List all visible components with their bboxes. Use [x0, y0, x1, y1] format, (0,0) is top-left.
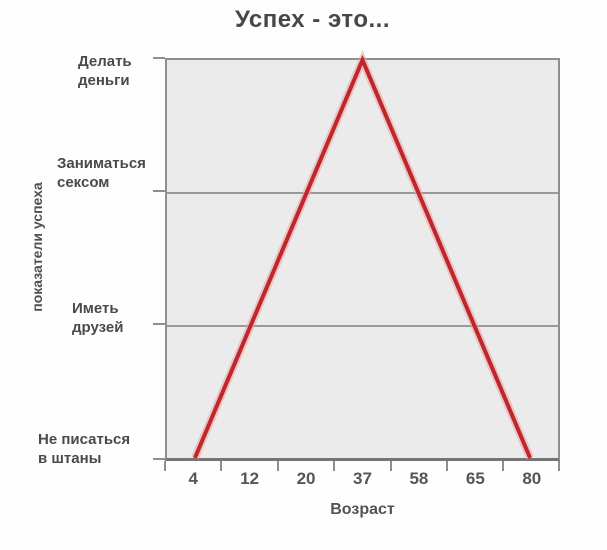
y-category-label-sex: Заниматься сексом	[57, 155, 146, 191]
y-axis-tick	[153, 190, 165, 192]
x-tick-labels: 4 12 20 37 58 65 80	[165, 469, 560, 491]
x-axis-tick	[277, 461, 279, 471]
x-axis-tick	[390, 461, 392, 471]
y-category-label-pants: Не писаться в штаны	[38, 431, 131, 467]
x-axis-tick	[220, 461, 222, 471]
y-category-label-friends: Иметь друзей	[72, 300, 124, 336]
y-axis-title: показатели успеха	[29, 182, 45, 312]
gridline	[167, 192, 558, 194]
x-tick-label: 58	[409, 469, 429, 488]
success-line-svg	[191, 49, 534, 460]
y-axis-tick	[153, 57, 165, 59]
x-axis-tick	[333, 461, 335, 471]
x-axis-tick	[446, 461, 448, 471]
y-axis-tick	[153, 458, 165, 460]
y-category-label-money: Делать деньги	[78, 53, 132, 89]
x-tick-label: 20	[296, 469, 316, 488]
x-axis-tick	[558, 461, 560, 471]
x-axis-tick	[502, 461, 504, 471]
success-line-halo	[191, 49, 534, 460]
success-line	[193, 54, 532, 459]
x-tick-label: 65	[465, 469, 485, 488]
x-tick-label: 37	[353, 469, 372, 488]
x-tick-label: 80	[522, 469, 542, 488]
gridline	[167, 325, 558, 327]
x-axis-title: Возраст	[330, 501, 395, 518]
plot-area	[165, 49, 560, 461]
y-axis-tick	[153, 323, 165, 325]
chart-title: Успех - это...	[234, 6, 390, 33]
x-tick-label: 4	[188, 469, 198, 488]
x-axis-tick	[164, 461, 166, 471]
x-tick-label: 12	[240, 469, 260, 488]
